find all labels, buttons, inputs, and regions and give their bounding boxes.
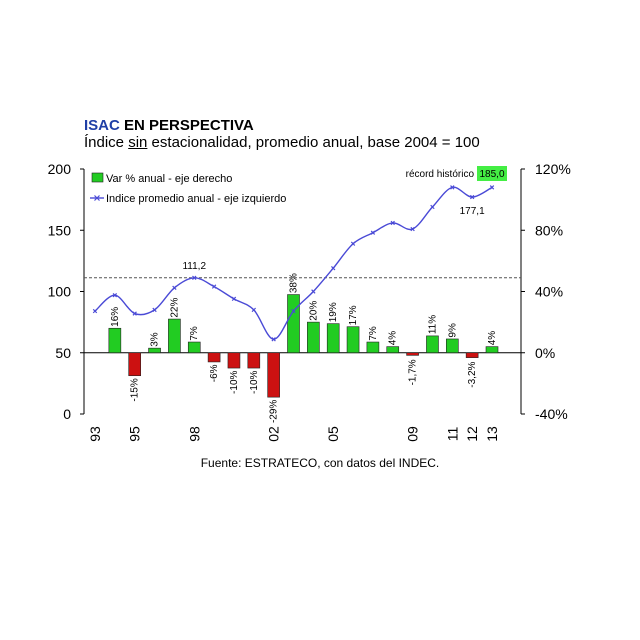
bar — [465, 352, 479, 358]
chart-title: ISAC EN PERSPECTIVA — [84, 117, 554, 134]
source-note: Fuente: ESTRATECO, con datos del INDEC. — [200, 456, 440, 470]
bar — [445, 338, 459, 354]
line-point-marker — [489, 185, 495, 190]
x-tick-label: 11 — [444, 427, 460, 442]
legend-line-label: Indice promedio anual - eje izquierdo — [106, 193, 286, 205]
x-tick-label: 98 — [186, 426, 202, 442]
bar-data-label: 7% — [368, 326, 379, 341]
right-tick-label: 120% — [535, 161, 571, 177]
bar-data-label: -10% — [229, 370, 240, 393]
left-tick-label: 0 — [63, 406, 71, 422]
subtitle-pre: Índice — [84, 134, 129, 151]
right-tick-label: 40% — [535, 284, 563, 300]
line-point-marker — [410, 226, 415, 232]
bar-data-label: -29% — [269, 400, 280, 423]
bar — [485, 346, 499, 354]
line-point-marker — [192, 275, 197, 280]
line-point-marker — [172, 285, 177, 291]
bar-data-label: 20% — [308, 301, 319, 321]
line-point-marker — [311, 289, 316, 294]
bar-data-label: -6% — [209, 364, 220, 382]
line-point-marker — [132, 311, 137, 316]
bar-data-label: -3,2% — [467, 361, 478, 387]
right-tick-label: -40% — [535, 406, 568, 422]
bar — [346, 326, 360, 354]
bar — [366, 341, 380, 354]
bar-data-label: 4% — [487, 331, 498, 346]
line-point-marker — [469, 194, 475, 200]
x-tick-label: 13 — [484, 426, 500, 442]
right-tick-label: 0% — [535, 345, 555, 361]
title-block: ISAC EN PERSPECTIVA Índice sin estaciona… — [84, 117, 554, 151]
x-tick-label: 02 — [266, 426, 282, 442]
x-tick-label: 95 — [127, 426, 143, 442]
left-tick-label: 200 — [48, 161, 72, 177]
bar-data-label: -1,7% — [408, 359, 419, 385]
bar-data-label: 9% — [447, 323, 458, 338]
bar-data-label: 4% — [388, 331, 399, 346]
bar — [128, 352, 141, 377]
bar-data-label: -15% — [130, 378, 141, 401]
record-value: 185,0 — [479, 169, 504, 180]
bar — [386, 346, 400, 354]
legend-bar-swatch — [91, 172, 104, 183]
subtitle-post: estacionalidad, promedio anual, base 200… — [147, 134, 480, 151]
bar — [287, 294, 300, 354]
line-point-marker — [450, 185, 455, 190]
bar-data-label: 3% — [150, 332, 161, 347]
chart-subtitle: Índice sin estacionalidad, promedio anua… — [84, 134, 554, 151]
bar — [108, 327, 122, 354]
line-point-marker — [390, 220, 395, 226]
left-tick-label: 150 — [48, 222, 72, 238]
bar — [307, 321, 320, 354]
line-point-marker — [92, 308, 98, 314]
line-point-marker — [251, 307, 256, 313]
bar-data-label: 22% — [169, 298, 180, 318]
line-point-marker — [112, 292, 118, 298]
line-point-marker — [231, 296, 237, 302]
line-point-marker — [430, 204, 435, 210]
x-tick-label: 09 — [405, 426, 421, 442]
line-annotation: 177,1 — [460, 206, 485, 217]
chart-title-rest: EN PERSPECTIVA — [119, 117, 254, 134]
chart-title-brand: ISAC — [84, 117, 120, 134]
bar — [326, 323, 340, 354]
bar — [207, 352, 221, 363]
record-value-box — [477, 166, 507, 181]
left-tick-label: 50 — [55, 345, 71, 361]
legend-line-marker — [94, 195, 100, 201]
line-point-marker — [370, 230, 376, 235]
x-tick-label: 05 — [325, 426, 341, 442]
bar-data-label: 11% — [427, 315, 438, 334]
bar-data-label: 16% — [110, 307, 121, 327]
x-tick-label: 93 — [87, 426, 103, 442]
line-point-marker — [271, 337, 276, 342]
bar — [187, 341, 201, 354]
bar — [426, 335, 439, 354]
record-label: récord histórico — [406, 169, 475, 180]
line-point-marker — [350, 241, 356, 246]
x-tick-label: 12 — [464, 426, 480, 442]
left-tick-label: 100 — [48, 284, 72, 300]
bar-data-label: 38% — [289, 273, 300, 293]
bar-data-label: 17% — [348, 305, 359, 325]
bar — [148, 347, 161, 354]
line-annotation: 111,2 — [182, 261, 206, 272]
bar-data-label: -10% — [249, 370, 260, 393]
bar — [247, 352, 261, 369]
legend-bar-label: Var % anual - eje derecho — [106, 173, 232, 185]
bar — [406, 352, 419, 356]
bar — [227, 352, 241, 369]
right-tick-label: 80% — [535, 222, 563, 238]
bar — [168, 318, 181, 354]
subtitle-underlined: sin — [128, 134, 148, 151]
line-point-marker — [331, 266, 336, 271]
line-point-marker — [211, 284, 217, 289]
bar — [267, 352, 280, 398]
line-point-marker — [152, 307, 157, 313]
bar-data-label: 19% — [328, 302, 339, 322]
bar-data-label: 7% — [189, 326, 200, 341]
line-point-marker — [291, 308, 296, 314]
